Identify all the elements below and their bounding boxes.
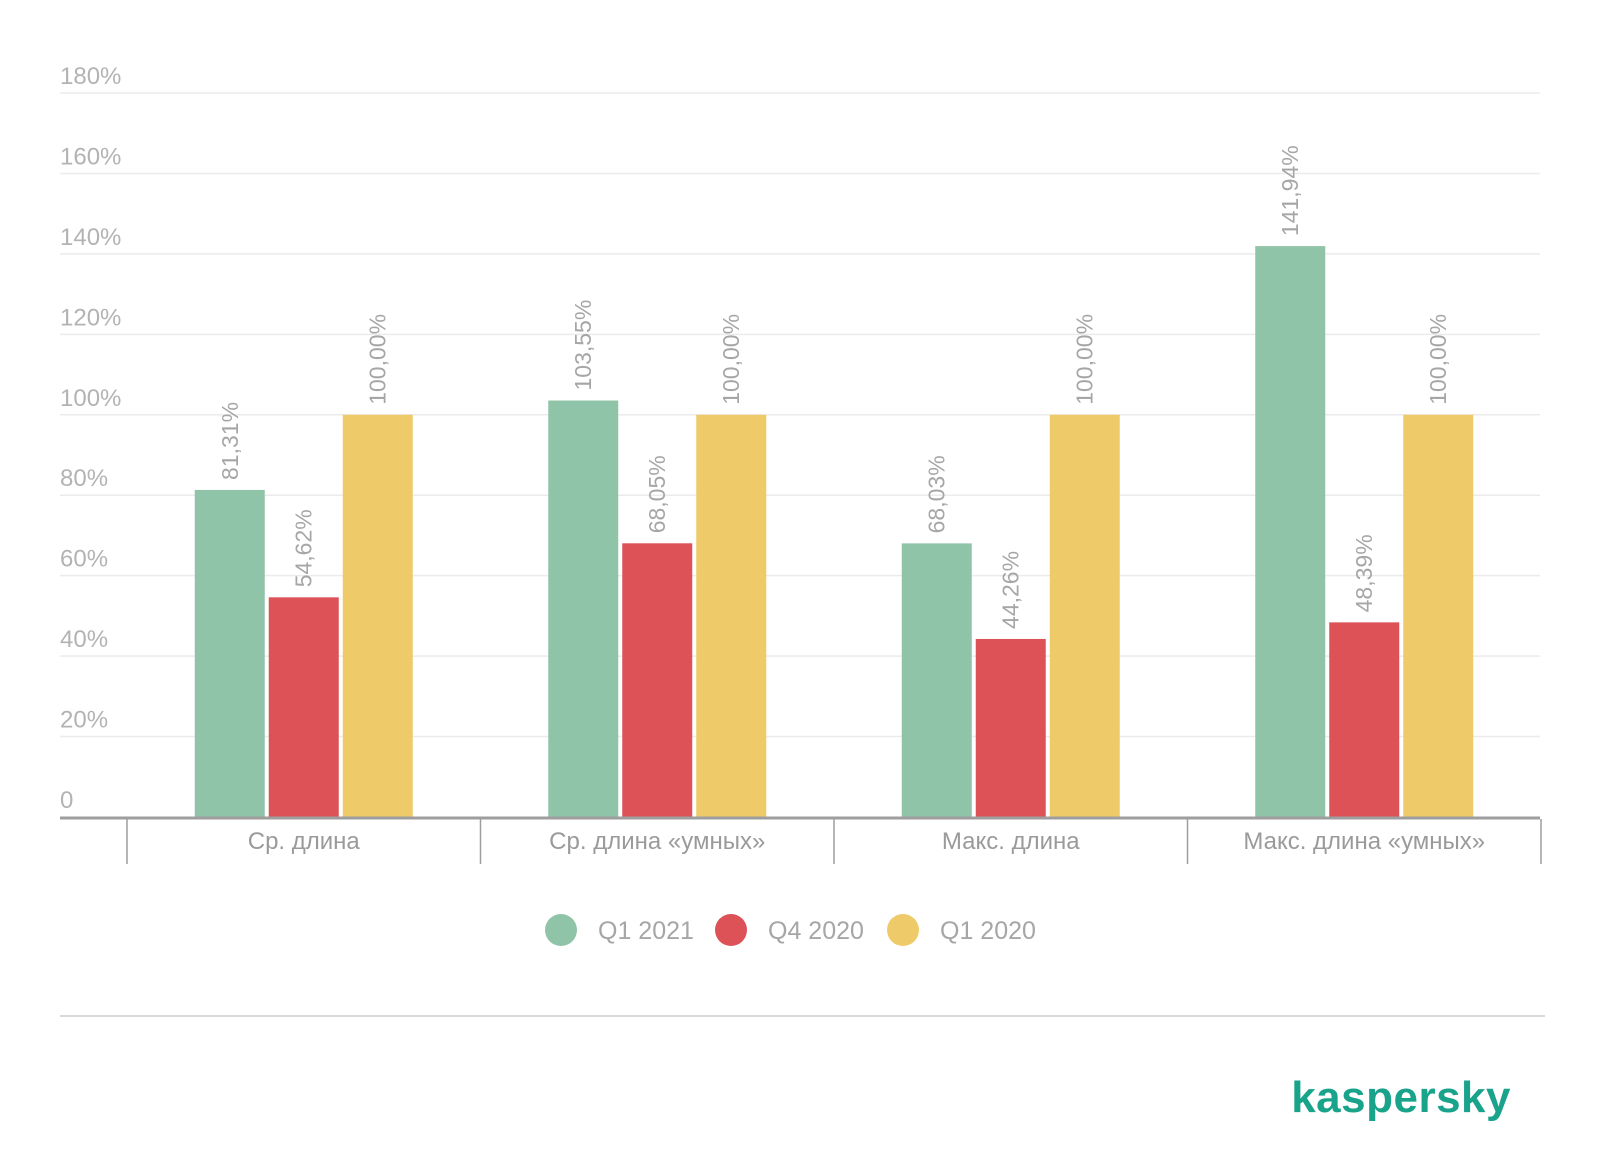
data-label: 44,26% xyxy=(998,551,1024,629)
legend-swatch xyxy=(545,914,577,946)
bar xyxy=(901,543,972,817)
legend-swatch xyxy=(715,914,747,946)
y-axis-ticks: 0 20% 40% 60% 80% 100% 120% 140% 160% 180% xyxy=(60,63,121,814)
legend-label: Q1 2021 xyxy=(598,917,694,945)
x-axis xyxy=(60,816,1542,864)
data-label: 141,94% xyxy=(1277,145,1303,236)
bar xyxy=(548,400,619,817)
kaspersky-logo: kaspersky xyxy=(1291,1073,1511,1122)
y-tick-label: 160% xyxy=(60,143,121,170)
bars xyxy=(194,246,1474,817)
bar xyxy=(342,414,413,817)
legend: Q1 2021 Q4 2020 Q1 2020 xyxy=(545,914,1036,946)
data-label: 68,03% xyxy=(924,455,950,533)
data-label: 54,62% xyxy=(291,509,317,587)
x-axis-categories: Ср. длина Ср. длина «умных» Макс. длина Мак… xyxy=(248,828,1485,855)
category-label: Ср. длина xyxy=(248,828,361,855)
data-label: 48,39% xyxy=(1351,534,1377,612)
legend-swatch xyxy=(887,914,919,946)
bar xyxy=(975,638,1046,817)
data-label: 100,00% xyxy=(1425,314,1451,405)
bar xyxy=(1255,246,1326,817)
data-label: 100,00% xyxy=(718,314,744,405)
bar xyxy=(1403,414,1474,817)
y-tick-label: 20% xyxy=(60,707,108,734)
y-tick-label: 60% xyxy=(60,546,108,573)
bar xyxy=(696,414,767,817)
data-label: 81,31% xyxy=(217,402,243,480)
category-label: Макс. длина «умных» xyxy=(1243,828,1485,855)
data-label: 68,05% xyxy=(644,455,670,533)
data-label: 103,55% xyxy=(570,300,596,391)
category-label: Макс. длина xyxy=(942,828,1080,855)
bar xyxy=(1049,414,1120,817)
y-tick-label: 180% xyxy=(60,63,121,90)
bar xyxy=(268,597,339,817)
y-tick-label: 100% xyxy=(60,385,121,412)
y-tick-label: 120% xyxy=(60,304,121,331)
legend-label: Q4 2020 xyxy=(768,917,864,945)
bar xyxy=(194,489,265,817)
data-label: 100,00% xyxy=(365,314,391,405)
y-tick-label: 80% xyxy=(60,465,108,492)
bar xyxy=(1329,622,1400,817)
bar xyxy=(622,543,693,817)
y-tick-label: 40% xyxy=(60,626,108,653)
data-labels: 81,31% 54,62% 100,00% 103,55% 68,05% 100,00% 6… xyxy=(217,145,1452,629)
category-label: Ср. длина «умных» xyxy=(549,828,765,855)
y-tick-label: 0 xyxy=(60,787,73,814)
data-label: 100,00% xyxy=(1072,314,1098,405)
legend-label: Q1 2020 xyxy=(940,917,1036,945)
y-tick-label: 140% xyxy=(60,224,121,251)
